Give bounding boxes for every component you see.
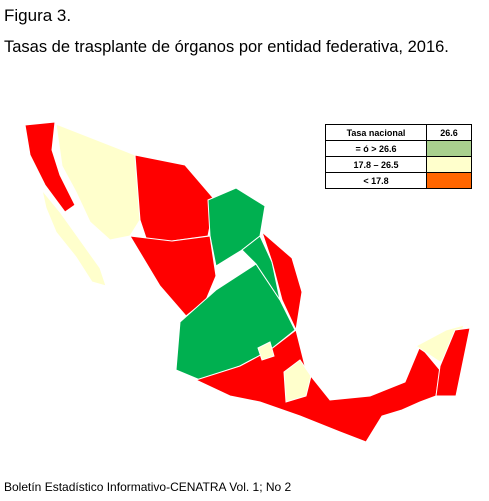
legend-label: < 17.8 <box>325 172 427 189</box>
legend-swatch <box>426 172 472 189</box>
region <box>283 359 312 403</box>
source-note: Boletín Estadístico Informativo-CENATRA … <box>4 480 292 494</box>
region <box>24 121 76 213</box>
legend-label: = ó > 26.6 <box>325 140 427 157</box>
figure-label: Figura 3. <box>4 6 72 25</box>
region <box>41 189 107 287</box>
legend-label: 17.8 – 26.5 <box>325 156 427 173</box>
legend-table: Tasa nacional 26.6 = ó > 26.6 17.8 – 26.… <box>325 124 472 189</box>
region <box>55 123 141 241</box>
legend-national-rate: 26.6 <box>426 124 472 141</box>
legend-header: Tasa nacional <box>325 124 427 141</box>
region <box>241 235 281 301</box>
region <box>134 154 216 251</box>
legend-swatch <box>426 140 472 157</box>
figure-title: Tasas de trasplante de órganos por entid… <box>4 38 449 56</box>
region <box>257 341 275 361</box>
region <box>129 235 217 317</box>
legend-swatch <box>426 156 472 173</box>
region <box>435 327 471 397</box>
